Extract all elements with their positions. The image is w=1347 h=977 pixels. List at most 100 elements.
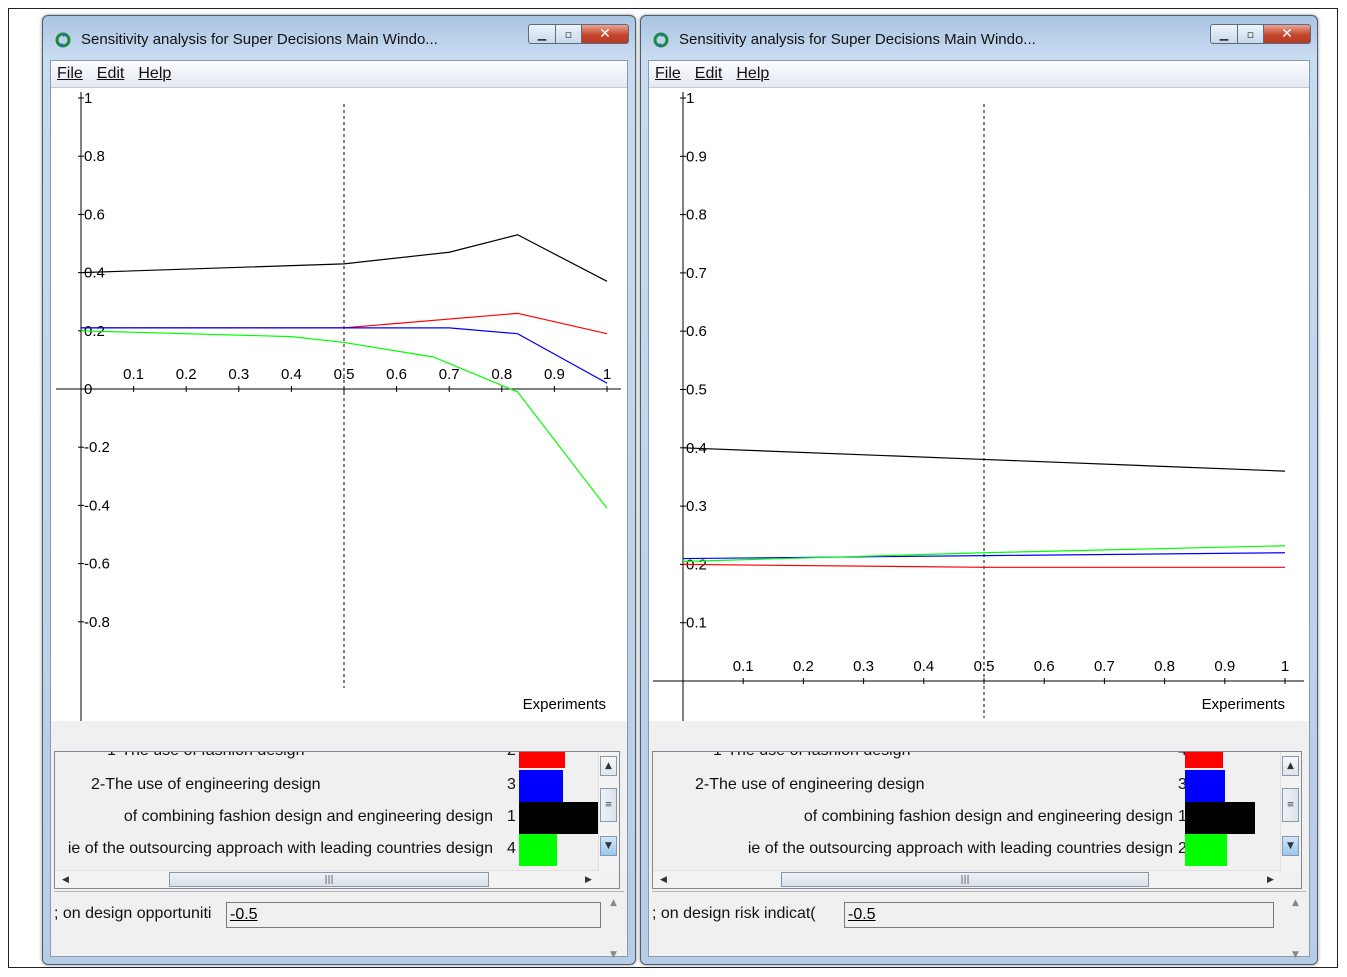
x-tick-label: 0.3 <box>853 658 874 675</box>
menu-file[interactable]: File <box>57 65 83 82</box>
legend-row-fashion[interactable]: 1-The use of fashion design 2 <box>55 752 599 768</box>
parameter-scrollbar[interactable]: ▲ ▼ <box>1288 892 1306 972</box>
window-title: Sensitivity analysis for Super Decisions… <box>679 31 1036 48</box>
menu-help[interactable]: Help <box>736 65 770 82</box>
window-title: Sensitivity analysis for Super Decisions… <box>81 31 438 48</box>
legend-priority-bar <box>1185 802 1255 834</box>
legend-priority-bar <box>1185 752 1223 768</box>
refresh-app-icon <box>653 32 669 48</box>
client-area: File Edit Help 1 0.9 0.8 0.7 0.6 0.5 0.4 0.3 0.2… <box>648 60 1310 960</box>
x-axis-label: Experiments <box>1202 696 1285 713</box>
grip-icon: ≡ <box>1286 800 1295 810</box>
x-tick-label: 1 <box>603 366 611 383</box>
legend-rank: 4 <box>1178 752 1187 760</box>
parameter-value-input[interactable]: -0.5 <box>844 902 1274 928</box>
scroll-down-button[interactable]: ▼ <box>600 836 617 856</box>
grip-icon: ||| <box>324 874 334 885</box>
menu-edit[interactable]: Edit <box>96 65 125 82</box>
legend-rank: 2 <box>1178 840 1187 857</box>
legend-row-outsourcing[interactable]: ie of the outsourcing approach with lead… <box>653 834 1281 866</box>
minimize-button[interactable]: ▁ <box>528 24 556 44</box>
series-line <box>80 234 608 282</box>
legend-name: ie of the outsourcing approach with lead… <box>747 840 1173 857</box>
maximize-icon: ▫ <box>564 27 573 41</box>
refresh-app-icon <box>55 32 71 48</box>
series-line <box>80 330 608 509</box>
alternatives-legend: 1-The use of fashion design 4 2-The use of… <box>652 751 1302 889</box>
menu-file[interactable]: File <box>655 65 681 82</box>
chevron-up-icon: ▲ <box>610 898 617 908</box>
legend-rank: 4 <box>507 840 516 857</box>
chevron-right-icon: ▶ <box>1267 874 1274 885</box>
y-tick-label: 0.4 <box>84 265 105 282</box>
legend-row-combined[interactable]: of combining fashion design and engineer… <box>653 802 1281 834</box>
parameter-scrollbar[interactable]: ▲ ▼ <box>606 892 624 972</box>
y-tick-label: 0.6 <box>686 323 707 340</box>
client-area: File Edit Help 1 0.8 0.6 0.4 0.2 0 -0.2 -0.4 -0.… <box>50 60 628 960</box>
menu-bar: File Edit Help <box>51 61 627 88</box>
sensitivity-window-right: Sensitivity analysis for Super Decisions… <box>640 15 1318 965</box>
sensitivity-chart: 1 0.9 0.8 0.7 0.6 0.5 0.4 0.3 0.2 0.1 0.1 0.2 0.3 0.4… <box>649 88 1309 721</box>
scroll-thumb[interactable]: ≡ <box>600 788 617 822</box>
y-tick-label: 0.8 <box>84 148 105 165</box>
legend-horizontal-scrollbar[interactable]: ◀ ||| ▶ <box>653 870 1281 888</box>
legend-row-engineering[interactable]: 2-The use of engineering design 3 <box>653 770 1281 802</box>
series-line <box>682 545 1286 563</box>
x-tick-label: 0.3 <box>228 366 249 383</box>
menu-edit[interactable]: Edit <box>694 65 723 82</box>
legend-vertical-scrollbar[interactable]: ▲ ≡ ▼ <box>598 752 619 871</box>
chevron-down-icon: ▼ <box>610 950 617 960</box>
close-button[interactable]: ✕ <box>582 24 629 44</box>
scroll-down-button[interactable]: ▼ <box>1282 836 1299 856</box>
series-line <box>682 552 1286 560</box>
horizontal-scroll-thumb[interactable]: ||| <box>169 872 489 887</box>
parameter-panel: ; on design opportuniti -0.5 ▲ ▼ <box>54 891 624 960</box>
parameter-value-input[interactable]: -0.5 <box>226 902 601 928</box>
scroll-right-button[interactable]: ▶ <box>580 871 597 888</box>
grip-icon: ||| <box>960 874 970 885</box>
legend-horizontal-scrollbar[interactable]: ◀ ||| ▶ <box>55 870 599 888</box>
scroll-up-button[interactable]: ▲ <box>1282 756 1299 776</box>
x-tick-label: 0.7 <box>439 366 460 383</box>
menu-help[interactable]: Help <box>138 65 172 82</box>
title-bar[interactable]: Sensitivity analysis for Super Decisions… <box>43 16 635 60</box>
legend-vertical-scrollbar[interactable]: ▲ ≡ ▼ <box>1280 752 1301 871</box>
legend-row-fashion[interactable]: 1-The use of fashion design 4 <box>653 752 1281 768</box>
chevron-right-icon: ▶ <box>585 874 592 885</box>
scroll-left-button[interactable]: ◀ <box>57 871 74 888</box>
legend-rank: 3 <box>507 776 516 793</box>
maximize-button[interactable]: ▫ <box>1238 24 1264 44</box>
menu-bar: File Edit Help <box>649 61 1309 88</box>
x-tick-label: 0.8 <box>1154 658 1175 675</box>
legend-priority-bar <box>519 770 563 802</box>
title-bar[interactable]: Sensitivity analysis for Super Decisions… <box>641 16 1317 60</box>
legend-name: 1-The use of fashion design <box>107 752 304 760</box>
minimize-button[interactable]: ▁ <box>1210 24 1238 44</box>
scroll-thumb[interactable]: ≡ <box>1282 788 1299 822</box>
horizontal-scroll-thumb[interactable]: ||| <box>781 872 1149 887</box>
legend-row-combined[interactable]: of combining fashion design and engineer… <box>55 802 599 834</box>
y-tick-label: -0.8 <box>84 614 110 631</box>
y-tick-label: 0.3 <box>686 498 707 515</box>
y-tick-label: 0.9 <box>686 148 707 165</box>
scroll-left-button[interactable]: ◀ <box>655 871 672 888</box>
legend-rank: 3 <box>1178 776 1187 793</box>
x-tick-label: 0.6 <box>1034 658 1055 675</box>
chevron-up-icon: ▲ <box>1292 898 1299 908</box>
legend-row-outsourcing[interactable]: ie of the outsourcing approach with lead… <box>55 834 599 866</box>
legend-name: 2-The use of engineering design <box>91 776 321 793</box>
x-tick-label: 0.9 <box>1214 658 1235 675</box>
y-tick-label: 0.8 <box>686 207 707 224</box>
scroll-right-button[interactable]: ▶ <box>1262 871 1279 888</box>
close-button[interactable]: ✕ <box>1264 24 1311 44</box>
y-tick-label: -0.4 <box>84 497 110 514</box>
y-tick-label: 0.6 <box>84 206 105 223</box>
legend-row-engineering[interactable]: 2-The use of engineering design 3 <box>55 770 599 802</box>
y-tick-label: 1 <box>84 90 92 107</box>
parameter-label: ; on design opportuniti <box>54 905 212 922</box>
legend-name: 2-The use of engineering design <box>695 776 925 793</box>
maximize-button[interactable]: ▫ <box>556 24 582 44</box>
scroll-up-button[interactable]: ▲ <box>600 756 617 776</box>
y-tick-label: 0.7 <box>686 265 707 282</box>
sensitivity-window-left: Sensitivity analysis for Super Decisions… <box>42 15 636 965</box>
